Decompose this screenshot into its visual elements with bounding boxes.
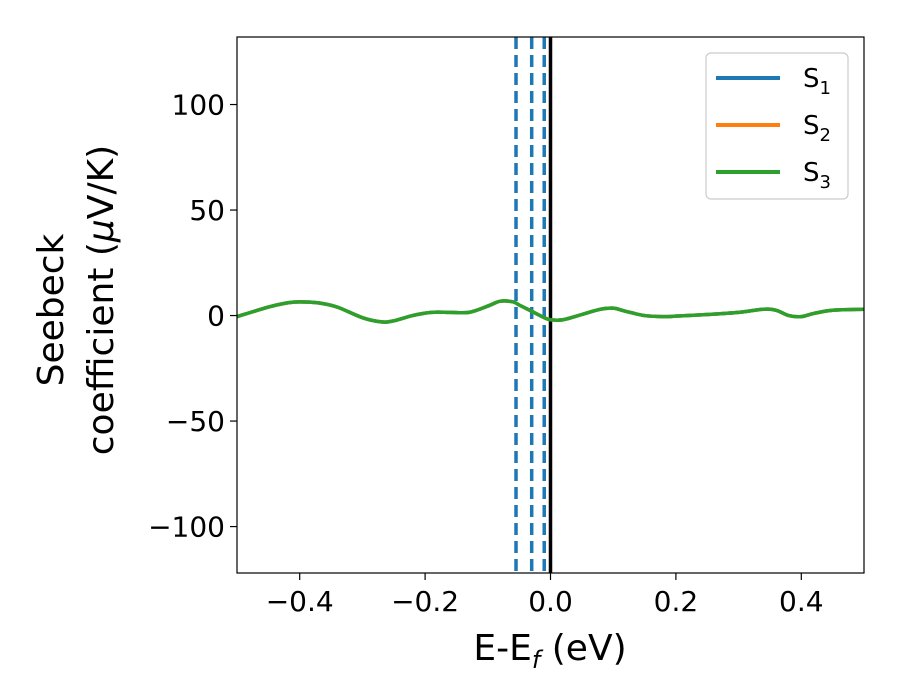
series-lines bbox=[237, 299, 864, 324]
y-axis-title-line2-main: coefficient ( bbox=[81, 242, 122, 455]
y-tick-label: 0 bbox=[207, 300, 225, 333]
y-tick-label: −50 bbox=[166, 405, 225, 438]
legend-label-s3: S3 bbox=[803, 158, 831, 193]
y-axis-title-mu: μ bbox=[81, 219, 122, 243]
y-axis-title-line1: Seebeck bbox=[31, 233, 72, 386]
x-tick-label: 0.0 bbox=[528, 585, 573, 618]
legend-label-s1: S1 bbox=[803, 64, 831, 99]
x-axis-title-main: E-E bbox=[473, 628, 531, 669]
y-tick-label: 50 bbox=[189, 194, 225, 227]
y-tick-label: −100 bbox=[148, 511, 225, 544]
x-axis-title: E-Ef (eV) bbox=[473, 628, 626, 674]
x-axis-ticks: −0.4 −0.2 0.0 0.2 0.4 bbox=[266, 573, 824, 618]
y-axis-title-line2: coefficient (μV/K) bbox=[81, 145, 122, 455]
y-tick-label: 100 bbox=[172, 89, 225, 122]
reference-lines bbox=[514, 37, 553, 573]
x-tick-label: −0.4 bbox=[266, 585, 334, 618]
x-tick-label: 0.4 bbox=[779, 585, 824, 618]
legend-label-s2: S2 bbox=[803, 111, 831, 146]
legend: S1 S2 S3 bbox=[705, 52, 849, 200]
y-axis-title-unit: V/K) bbox=[81, 145, 122, 219]
y-axis-title: Seebeck coefficient (μV/K) bbox=[31, 145, 122, 455]
x-axis-title-unit: (eV) bbox=[540, 628, 626, 669]
y-axis-ticks: −100 −50 0 50 100 bbox=[148, 89, 237, 544]
series-line-s3 bbox=[237, 299, 864, 324]
x-tick-label: 0.2 bbox=[654, 585, 699, 618]
x-tick-label: −0.2 bbox=[391, 585, 459, 618]
legend-items: S1 S2 S3 bbox=[716, 64, 831, 193]
